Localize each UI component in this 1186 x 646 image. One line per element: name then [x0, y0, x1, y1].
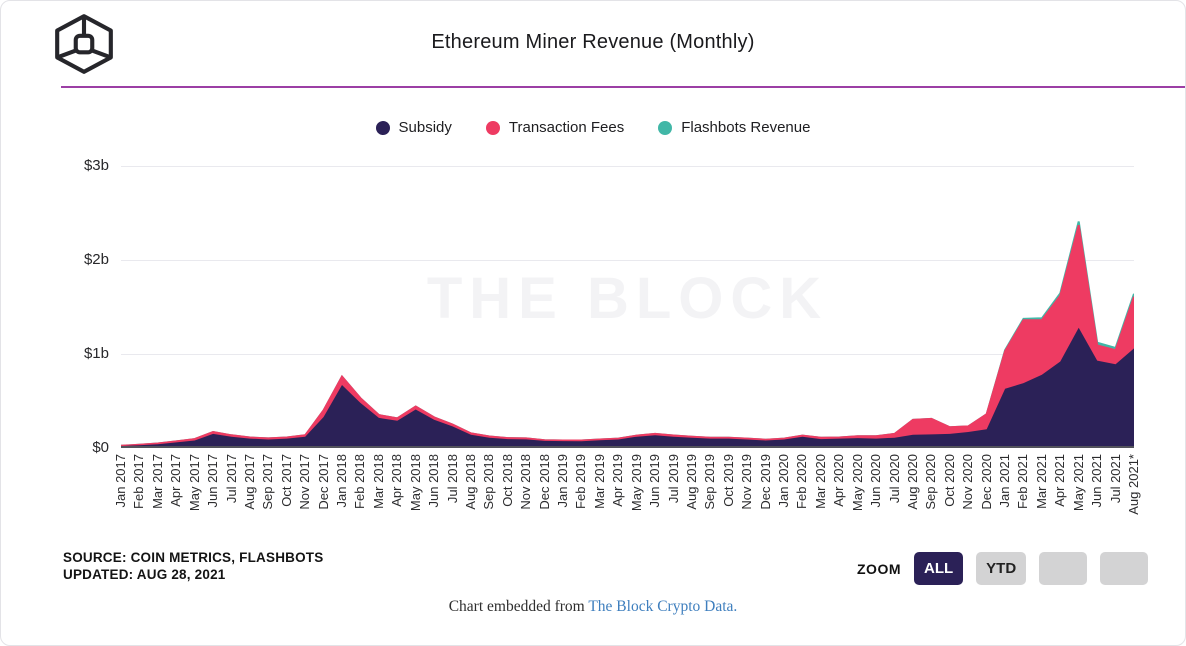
legend-label: Flashbots Revenue	[681, 119, 811, 136]
source-line: SOURCE: COIN METRICS, FLASHBOTS	[63, 550, 324, 565]
x-tick-label: Feb 2020	[794, 454, 810, 509]
embed-text: Chart embedded from	[448, 598, 589, 615]
x-tick-label: Dec 2018	[536, 454, 552, 510]
x-tick-label: Oct 2018	[499, 454, 515, 507]
x-tick-label: Mar 2019	[591, 454, 607, 509]
x-tick-label: Mar 2018	[370, 454, 386, 509]
x-tick-label: Jul 2017	[223, 454, 239, 504]
x-tick-label: Oct 2019	[720, 454, 736, 507]
gridline-3b	[121, 166, 1134, 167]
legend-item-transaction-fees[interactable]: Transaction Fees	[485, 119, 625, 136]
x-tick-label: Oct 2017	[278, 454, 294, 507]
embed-link[interactable]: The Block Crypto Data.	[588, 598, 738, 615]
flashbots-dot-icon	[658, 120, 673, 135]
legend-label: Subsidy	[398, 119, 452, 136]
x-tick-label: Aug 2017	[241, 454, 257, 510]
x-tick-label: Feb 2021	[1015, 454, 1031, 509]
zoom-ytd-button[interactable]: YTD	[976, 552, 1027, 585]
x-tick-label: Apr 2020	[831, 454, 847, 507]
x-tick-label: Aug 2018	[462, 454, 478, 510]
source-note: SOURCE: COIN METRICS, FLASHBOTS UPDATED:…	[63, 549, 323, 583]
line-transaction-fees	[121, 224, 1134, 447]
x-tick-label: Sep 2020	[923, 454, 939, 510]
chart-title: Ethereum Miner Revenue (Monthly)	[431, 31, 755, 53]
x-tick-label: Mar 2017	[149, 454, 165, 509]
x-tick-label: Feb 2017	[131, 454, 147, 509]
watermark: THE BLOCK	[426, 266, 829, 331]
x-tick-label: Nov 2017	[297, 454, 313, 510]
area-subsidy	[121, 327, 1134, 448]
the-block-logo-icon	[55, 14, 113, 74]
x-tick-label: Nov 2019	[739, 454, 755, 510]
x-tick-label: Sep 2017	[260, 454, 276, 510]
gridline-2b	[121, 260, 1134, 261]
zoom-blank-button-2[interactable]	[1100, 552, 1149, 585]
y-tick-label: $3b	[83, 157, 109, 174]
x-tick-label: Nov 2018	[518, 454, 534, 510]
x-tick-label: May 2021	[1070, 454, 1086, 512]
x-tick-label: Apr 2021	[1052, 454, 1068, 507]
x-tick-label: Jun 2019	[647, 454, 663, 508]
updated-line: UPDATED: AUG 28, 2021	[63, 567, 226, 582]
x-tick-label: Apr 2018	[389, 454, 405, 507]
x-tick-label: Mar 2020	[812, 454, 828, 509]
x-tick-label: Jun 2018	[426, 454, 442, 508]
x-tick-label: Aug 2019	[683, 454, 699, 510]
x-tick-label: Dec 2019	[757, 454, 773, 510]
x-tick-label: Aug 2021*	[1126, 454, 1141, 515]
x-tick-label: Jul 2019	[665, 454, 681, 504]
x-tick-label: Jan 2021	[997, 454, 1013, 508]
x-tick-label: Jun 2021	[1089, 454, 1105, 508]
x-tick-label: Jun 2017	[205, 454, 221, 508]
legend-item-flashbots-revenue[interactable]: Flashbots Revenue	[658, 119, 810, 136]
x-tick-label: Jul 2021	[1107, 454, 1123, 504]
zoom-label: ZOOM	[857, 560, 901, 577]
y-tick-label: $2b	[83, 251, 109, 268]
x-axis-baseline	[121, 446, 1134, 448]
x-tick-label: Dec 2020	[978, 454, 994, 510]
x-tick-label: Feb 2018	[352, 454, 368, 509]
y-tick-label: $0	[92, 439, 109, 456]
subsidy-dot-icon	[375, 120, 390, 135]
x-tick-label: Jan 2017	[113, 454, 128, 508]
x-tick-label: Jan 2018	[334, 454, 350, 508]
area-flashbots-revenue	[121, 221, 1134, 448]
header-divider	[61, 86, 1185, 88]
x-tick-label: Sep 2018	[481, 454, 497, 510]
zoom-blank-button-1[interactable]	[1039, 552, 1088, 585]
embed-note: Chart embedded from The Block Crypto Dat…	[1, 598, 1185, 616]
x-tick-label: Jan 2020	[776, 454, 792, 508]
x-tick-label: Jul 2020	[886, 454, 902, 504]
x-tick-label: Sep 2019	[702, 454, 718, 510]
x-tick-label: May 2019	[628, 454, 644, 512]
transaction-fees-dot-icon	[485, 120, 500, 135]
x-axis-labels: Jan 2017 Feb 2017 Mar 2017 Apr 2017 May 2017…	[113, 454, 1141, 549]
stacked-area-plot[interactable]	[121, 161, 1134, 448]
x-tick-label: May 2020	[849, 454, 865, 512]
y-tick-label: $1b	[83, 345, 109, 362]
x-tick-label: May 2018	[407, 454, 423, 512]
x-tick-label: Aug 2020	[904, 454, 920, 510]
x-tick-label: Apr 2017	[168, 454, 184, 507]
x-tick-label: Apr 2019	[610, 454, 626, 507]
x-tick-label: Nov 2020	[960, 454, 976, 510]
x-tick-label: Jan 2019	[555, 454, 571, 508]
line-flashbots-revenue	[121, 221, 1134, 447]
x-tick-label: Oct 2020	[941, 454, 957, 507]
gridline-1b	[121, 354, 1134, 355]
x-tick-label: Jul 2018	[444, 454, 460, 504]
zoom-all-button[interactable]: ALL	[914, 552, 964, 585]
area-transaction-fees	[121, 225, 1134, 448]
legend-item-subsidy[interactable]: Subsidy	[375, 119, 452, 136]
zoom-controls: ZOOM ALL YTD	[857, 552, 1149, 585]
x-tick-label: Dec 2017	[315, 454, 331, 510]
x-tick-label: May 2017	[186, 454, 202, 512]
x-tick-label: Mar 2021	[1033, 454, 1049, 509]
legend-label: Transaction Fees	[508, 119, 625, 136]
x-tick-label: Jun 2020	[868, 454, 884, 508]
legend: Subsidy Transaction Fees Flashbots Reven…	[1, 119, 1185, 136]
x-tick-label: Feb 2019	[573, 454, 589, 509]
